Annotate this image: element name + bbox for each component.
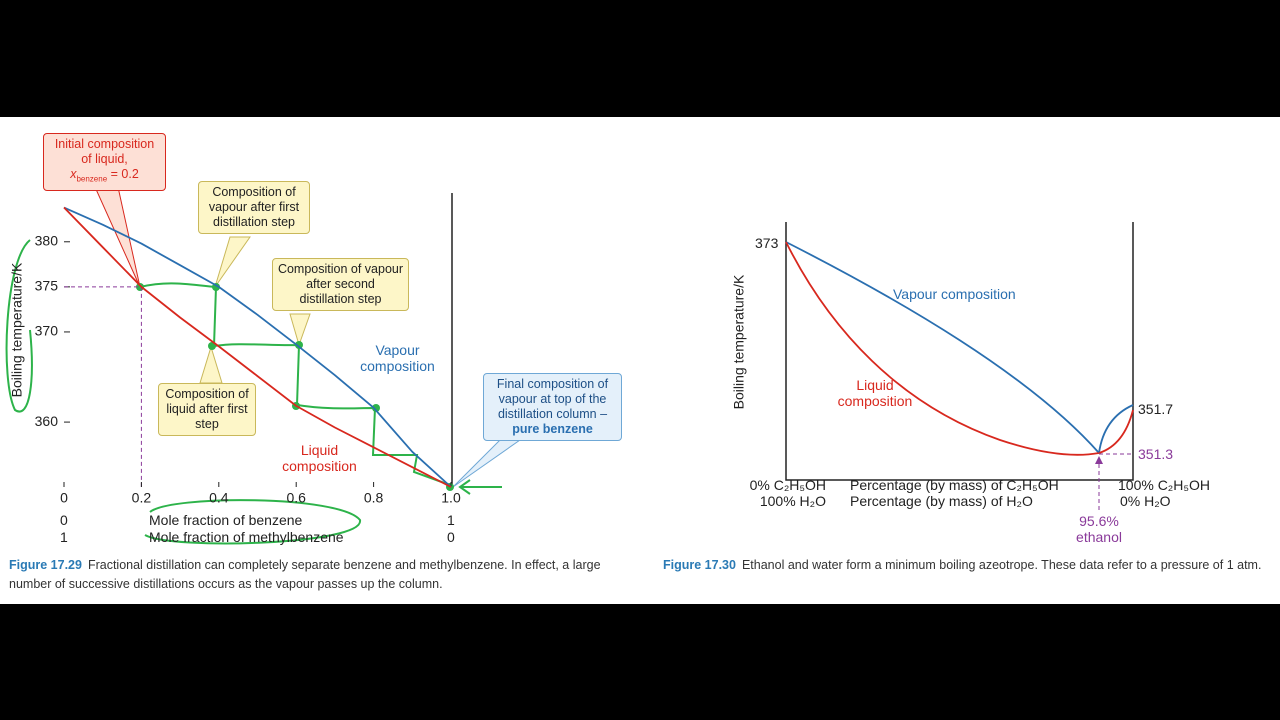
y-tick-label: 370	[35, 323, 59, 339]
equals: = 0.2	[110, 167, 139, 181]
series-label: Liquid composition	[837, 377, 913, 409]
series-line	[63, 206, 452, 488]
arrow-head	[1095, 456, 1103, 464]
label-line: Percentage (by mass) of H₂O	[850, 493, 1033, 509]
pointer	[289, 313, 311, 347]
axis-end-label: 0% C₂H₅OH 100% H₂O	[726, 477, 826, 509]
top-bar	[0, 0, 1280, 117]
pointer	[199, 345, 223, 384]
caption-text: Fractional distillation can completely s…	[9, 558, 601, 591]
x-label-end: 0	[60, 512, 68, 528]
x-tick-label: 0	[60, 490, 68, 506]
vapour-curve	[785, 241, 1100, 454]
azeotrope-label: 95.6% ethanol	[1064, 513, 1134, 545]
caption: Figure 17.30 Ethanol and water form a min…	[663, 556, 1280, 575]
label-line: ethanol	[1076, 529, 1122, 545]
figure-2: Boiling temperature/K	[731, 222, 1134, 510]
pointer	[214, 236, 251, 288]
label-line: 95.6%	[1079, 513, 1119, 529]
series-label: Vapour composition	[893, 286, 1016, 302]
callout-bold: pure benzene	[512, 422, 593, 436]
x-axis-label: Mole fraction of benzene	[149, 512, 303, 528]
vapour-curve	[1098, 404, 1134, 454]
caption: Figure 17.29 Fractional distillation can …	[9, 556, 634, 594]
x-tick-label: 0.4	[209, 490, 229, 506]
series-label: Liquid composition	[282, 442, 357, 474]
axis-end-label: 100% C₂H₅OH 0% H₂O	[1118, 477, 1210, 509]
value-label: 351.3	[1138, 446, 1174, 462]
pointer	[452, 439, 522, 488]
x-axis-label: Percentage (by mass) of C₂H₅OH Percentage…	[850, 477, 1059, 509]
hand-annotation	[5, 239, 502, 545]
callout-text: Final composition of vapour at top of th…	[496, 377, 609, 421]
y-tick-label: 380	[35, 232, 59, 248]
callout-text: Initial composition of liquid,	[54, 137, 155, 166]
caption-text: Ethanol and water form a minimum boiling…	[741, 558, 1262, 572]
series-label: Vapour composition	[360, 342, 435, 374]
label-line: 100% C₂H₅OH	[1118, 477, 1210, 493]
x-tick-label: 0.8	[364, 490, 384, 506]
subscript: benzene	[76, 174, 108, 184]
label-line: 0% C₂H₅OH	[749, 477, 826, 493]
callout: Final composition of vapour at top of th…	[483, 373, 622, 441]
callout: Initial composition of liquid, xbenzene …	[43, 133, 166, 191]
label-line: 0% H₂O	[1120, 493, 1171, 509]
x-tick-label: 0.6	[286, 490, 306, 506]
liquid-curve	[785, 241, 1100, 456]
y-tick-label: 375	[35, 278, 59, 294]
caption-label: Figure 17.29	[9, 558, 82, 572]
pointer	[94, 186, 141, 288]
x-tick-label: 1.0	[441, 490, 461, 506]
x-label-end: 0	[447, 529, 455, 545]
bottom-bar	[0, 604, 1280, 720]
y-tick-label: 360	[35, 413, 59, 429]
value-label: 373	[755, 235, 779, 251]
series-line	[63, 206, 452, 488]
x-tick-label: 0.2	[132, 490, 152, 506]
liquid-curve	[1098, 409, 1134, 454]
caption-label: Figure 17.30	[663, 558, 736, 572]
variable: x	[70, 167, 77, 181]
label-line: Percentage (by mass) of C₂H₅OH	[850, 477, 1059, 493]
x-label-end: 1	[60, 529, 68, 545]
x-axis-label: Mole fraction of methylbenzene	[149, 529, 344, 545]
value-label: 351.7	[1138, 401, 1174, 417]
y-axis-label: Boiling temperature/K	[9, 262, 25, 397]
x-label-end: 1	[447, 512, 455, 528]
y-axis-label: Boiling temperature/K	[731, 274, 747, 409]
axes	[785, 222, 1134, 481]
callout: Composition of vapour after first distil…	[198, 181, 310, 234]
label-line: 100% H₂O	[759, 493, 826, 509]
callout: Composition of liquid after first step	[158, 383, 256, 436]
callout: Composition of vapour after second disti…	[272, 258, 409, 311]
